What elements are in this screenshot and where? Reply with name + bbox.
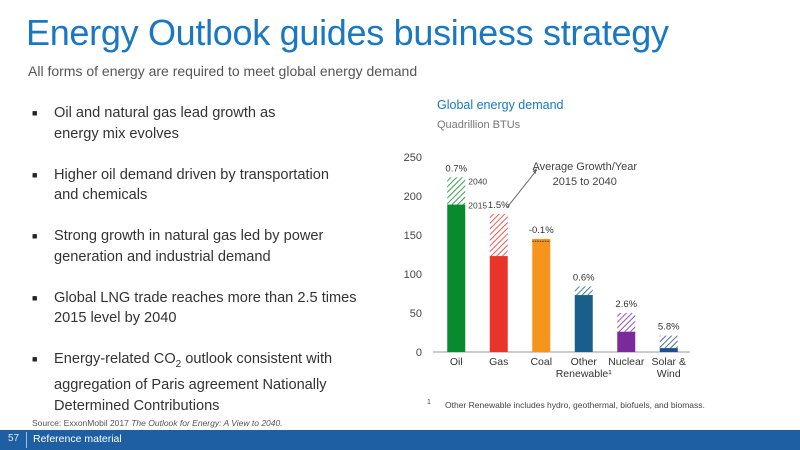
bar-2015 [659, 348, 678, 352]
bullet-text: Oil and natural gas lead growth as energ… [54, 105, 276, 142]
source-note: Source: ExxonMobil 2017 The Outlook for … [32, 418, 283, 428]
y-tick-label: 50 [410, 308, 422, 320]
growth-label: 0.6% [573, 272, 595, 283]
category-label: Nuclear [608, 356, 645, 368]
bullet-marker: ■ [32, 292, 38, 303]
growth-label: 2.6% [615, 299, 637, 310]
bullet-marker: ■ [32, 108, 38, 118]
bullet-item: ■ Higher oil demand driven by transportat… [30, 165, 380, 206]
bar-2040-segment [489, 213, 508, 257]
category-label: Gas [489, 356, 508, 368]
footnote-mark: 1 [427, 399, 431, 406]
chart-title: Global energy demand [437, 98, 564, 112]
series-label-2015: 2015 [468, 201, 487, 211]
footer-label: Reference material [33, 433, 122, 445]
bullet-item: ■ Strong growth in natural gas led by pow… [30, 226, 380, 267]
growth-label: 5.8% [658, 322, 680, 333]
category-label: Renewable¹ [556, 368, 613, 380]
y-tick-label: 0 [416, 347, 422, 359]
bullet-list: ■ Oil and natural gas lead growth as ener… [30, 103, 380, 437]
bar-2040-segment [447, 177, 466, 205]
y-tick-label: 250 [404, 152, 422, 164]
page-number: 57 [8, 433, 20, 444]
bullet-item: ■ Oil and natural gas lead growth as ener… [30, 103, 380, 144]
page-subtitle: All forms of energy are required to meet… [28, 63, 418, 79]
bullet-marker: ■ [32, 231, 38, 241]
bar-2015 [489, 256, 508, 352]
bar-2015 [574, 295, 593, 352]
energy-demand-chart: Global energy demand Quadrillion BTUs 0 50 1… [404, 98, 705, 410]
category-label: Wind [657, 368, 681, 380]
bullet-text: Energy-related CO2 outlook consistent wi… [54, 351, 333, 414]
footer-divider [26, 432, 27, 448]
bullet-marker: ■ [32, 354, 38, 364]
bar-2040-segment [617, 313, 636, 332]
category-label: Solar & [652, 356, 686, 368]
bar-2040-segment [659, 335, 678, 349]
chart-subtitle: Quadrillion BTUs [437, 119, 521, 131]
series-label-2040: 2040 [468, 176, 487, 186]
bar-2040-segment [574, 286, 593, 296]
bullet-marker: ■ [32, 169, 38, 180]
growth-annotation: 2015 to 2040 [553, 176, 617, 188]
bar-2015 [617, 331, 636, 352]
growth-label: 0.7% [445, 163, 467, 174]
bullet-item: ■ Energy-related CO2 outlook consistent w… [30, 349, 380, 416]
category-label: Oil [450, 356, 463, 368]
bullet-text: Global LNG trade reaches more than 2.5 t… [54, 289, 357, 327]
page-title: Energy Outlook guides business strategy [26, 12, 669, 53]
footnote-text: Other Renewable includes hydro, geotherm… [445, 400, 705, 410]
category-label: Coal [530, 356, 552, 368]
bullet-item: ■ Global LNG trade reaches more than 2.5 … [30, 288, 380, 329]
bullet-text: Strong growth in natural gas led by powe… [54, 228, 324, 265]
annotation-arrowhead [532, 168, 537, 174]
y-tick-label: 150 [404, 230, 422, 242]
bullet-text: Higher oil demand driven by transportati… [54, 166, 330, 204]
bar-2015 [532, 238, 551, 352]
bar-2015 [447, 204, 466, 352]
y-tick-label: 100 [404, 269, 422, 281]
category-label: Other [571, 356, 598, 368]
annotation-pointer [506, 169, 538, 209]
growth-label: -0.1% [529, 225, 554, 236]
growth-label: 1.5% [488, 200, 510, 211]
growth-annotation: Average Growth/Year [532, 161, 637, 173]
footer-bar [0, 430, 800, 450]
y-tick-label: 200 [404, 191, 422, 203]
